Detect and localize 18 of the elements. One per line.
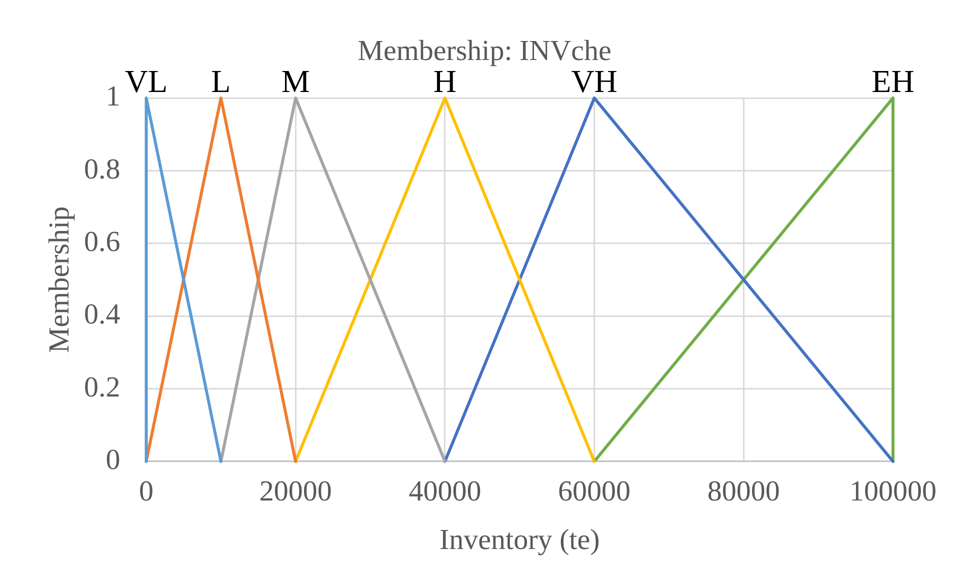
x-tick-label: 100000 (850, 475, 936, 508)
y-tick-label: 0.6 (84, 226, 120, 258)
y-tick-label: 0.8 (84, 153, 120, 186)
y-tick-label: 0.4 (84, 298, 121, 331)
y-tick-label: 0 (106, 444, 120, 476)
y-tick-label: 1 (106, 80, 120, 113)
x-tick-label: 80000 (707, 475, 780, 508)
series-label: M (281, 63, 310, 99)
series-label: VL (124, 63, 168, 99)
x-tick-label: 20000 (259, 475, 332, 508)
y-axis-title: Membership (44, 206, 76, 353)
y-tick-label: 0.2 (84, 371, 120, 404)
x-axis-title: Inventory (te) (440, 524, 600, 556)
x-tick-label: 60000 (558, 475, 631, 508)
series-label: EH (872, 63, 914, 99)
x-tick-label: 0 (139, 475, 154, 508)
x-tick-label: 40000 (408, 475, 482, 508)
series-label: L (211, 63, 231, 99)
